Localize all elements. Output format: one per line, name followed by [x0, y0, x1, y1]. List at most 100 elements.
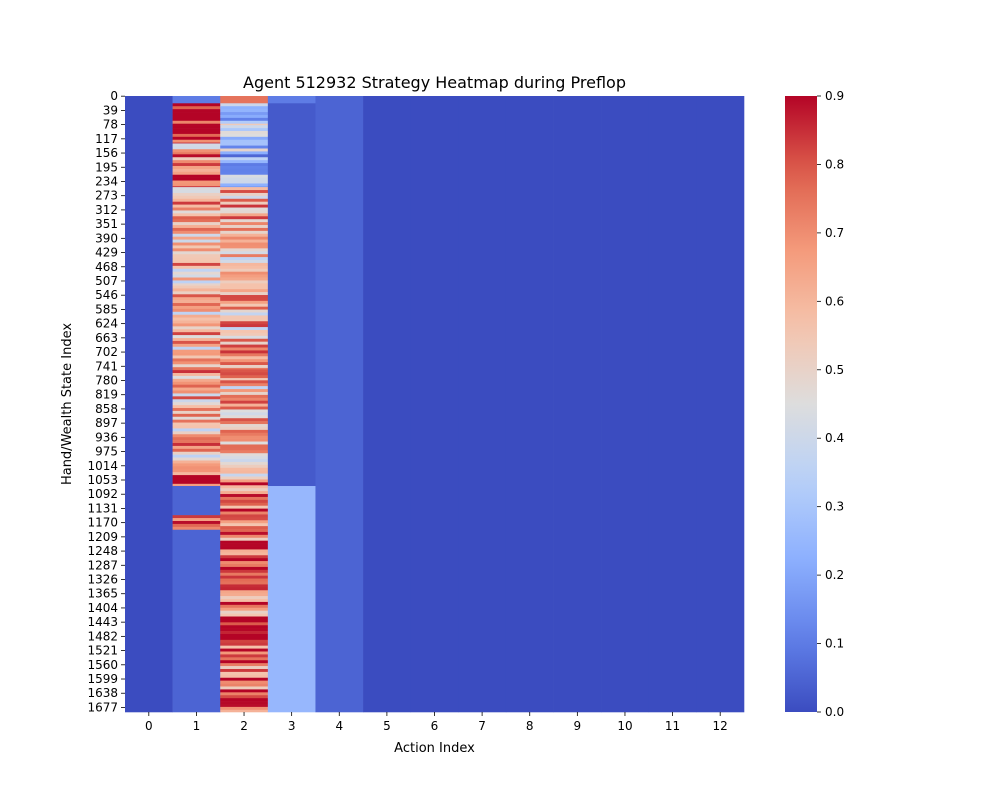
heatmap-cell — [220, 353, 269, 357]
heatmap-cell — [220, 389, 269, 393]
heatmap-cell — [220, 575, 269, 579]
heatmap-cell — [220, 265, 269, 270]
heatmap-cell — [220, 584, 269, 588]
heatmap-cell — [172, 168, 221, 173]
heatmap-cell — [172, 445, 221, 450]
colorbar-tick-label: 0.6 — [825, 294, 844, 308]
heatmap-cell — [172, 440, 221, 444]
heatmap-cell — [172, 260, 221, 264]
heatmap-cell — [220, 634, 269, 638]
heatmap-cell — [220, 657, 269, 661]
heatmap-cell — [220, 225, 269, 229]
heatmap-cell — [220, 216, 269, 220]
heatmap-cell — [220, 502, 269, 506]
heatmap-cell — [220, 660, 269, 664]
heatmap-cell — [172, 245, 221, 249]
colorbar-tick-label: 0.8 — [825, 157, 844, 171]
heatmap-cell — [220, 120, 269, 125]
heatmap-cell — [172, 139, 221, 143]
heatmap-cell — [220, 195, 269, 200]
heatmap-cell — [172, 248, 221, 252]
heatmap-cell — [220, 692, 269, 696]
heatmap-cell — [553, 96, 602, 713]
heatmap-cell — [172, 262, 221, 267]
heatmap-cell — [220, 680, 269, 684]
heatmap-cell — [125, 96, 173, 713]
x-axis-label: Action Index — [394, 741, 475, 756]
heatmap-cell — [172, 130, 221, 135]
heatmap-cells — [125, 96, 745, 713]
heatmap-cell — [220, 610, 269, 614]
heatmap-cell — [172, 300, 221, 304]
heatmap-cell — [172, 358, 221, 362]
heatmap-cell — [220, 421, 269, 425]
heatmap-cell — [220, 663, 269, 667]
heatmap-cell — [220, 432, 269, 437]
heatmap-cell — [220, 96, 269, 104]
heatmap-cell — [172, 460, 221, 464]
heatmap-cell — [172, 163, 221, 167]
y-tick-label: 1404 — [87, 601, 118, 615]
heatmap-cell — [220, 631, 269, 635]
heatmap-cell — [267, 96, 316, 104]
heatmap-cell — [172, 323, 221, 327]
heatmap-cell — [172, 346, 221, 350]
heatmap-cell — [172, 405, 221, 409]
heatmap-cell — [172, 466, 221, 470]
heatmap-cell — [172, 268, 221, 272]
heatmap-cell — [220, 386, 269, 390]
y-tick-label: 1599 — [87, 672, 118, 686]
heatmap-cell — [172, 230, 221, 235]
y-tick-label: 195 — [95, 160, 118, 174]
heatmap-cell — [172, 285, 221, 289]
heatmap-cell — [458, 96, 507, 713]
heatmap-cell — [172, 387, 221, 391]
heatmap-cell — [220, 391, 269, 396]
heatmap-cell — [172, 204, 221, 208]
heatmap-cell — [220, 148, 269, 152]
heatmap-cell — [220, 435, 269, 439]
y-tick-label: 897 — [95, 416, 118, 430]
heatmap-cell — [220, 572, 269, 576]
heatmap-cell — [172, 180, 221, 184]
heatmap-cell — [220, 192, 269, 197]
heatmap-cell — [220, 171, 269, 176]
heatmap-cell — [220, 520, 269, 524]
heatmap-cell — [220, 476, 269, 480]
heatmap-cell — [172, 103, 221, 107]
y-tick-label: 1443 — [87, 615, 118, 629]
heatmap-cell — [172, 186, 221, 188]
heatmap-cell — [220, 207, 269, 211]
heatmap-cell — [220, 491, 269, 495]
x-tick-label: 8 — [526, 719, 534, 733]
x-tick-label: 12 — [713, 719, 728, 733]
heatmap-cell — [172, 254, 221, 258]
heatmap-cell — [220, 380, 269, 384]
colorbar-tick-label: 0.4 — [825, 431, 844, 445]
heatmap-cell — [220, 642, 269, 646]
y-tick-label: 117 — [95, 132, 118, 146]
heatmap-cell — [172, 343, 221, 348]
heatmap-cell — [172, 335, 221, 339]
heatmap-cell — [220, 654, 269, 658]
heatmap-cell — [220, 689, 269, 693]
heatmap-cell — [220, 601, 269, 606]
heatmap-cell — [220, 180, 269, 184]
heatmap-cell — [220, 367, 269, 370]
heatmap-cell — [220, 613, 269, 617]
y-tick-label: 1170 — [87, 516, 118, 530]
heatmap-cell — [220, 424, 269, 428]
heatmap-cell — [172, 413, 221, 418]
heatmap-cell — [172, 390, 221, 394]
heatmap-cell — [172, 384, 221, 388]
heatmap-cell — [172, 529, 221, 713]
heatmap-cell — [220, 534, 269, 539]
heatmap-cell — [220, 426, 269, 431]
heatmap-cell — [220, 496, 269, 501]
heatmap-cell — [601, 96, 650, 713]
heatmap-cell — [220, 338, 269, 342]
heatmap-cell — [220, 183, 269, 187]
heatmap-cell — [172, 192, 221, 197]
heatmap-cell — [220, 268, 269, 272]
heatmap-cell — [220, 473, 269, 477]
